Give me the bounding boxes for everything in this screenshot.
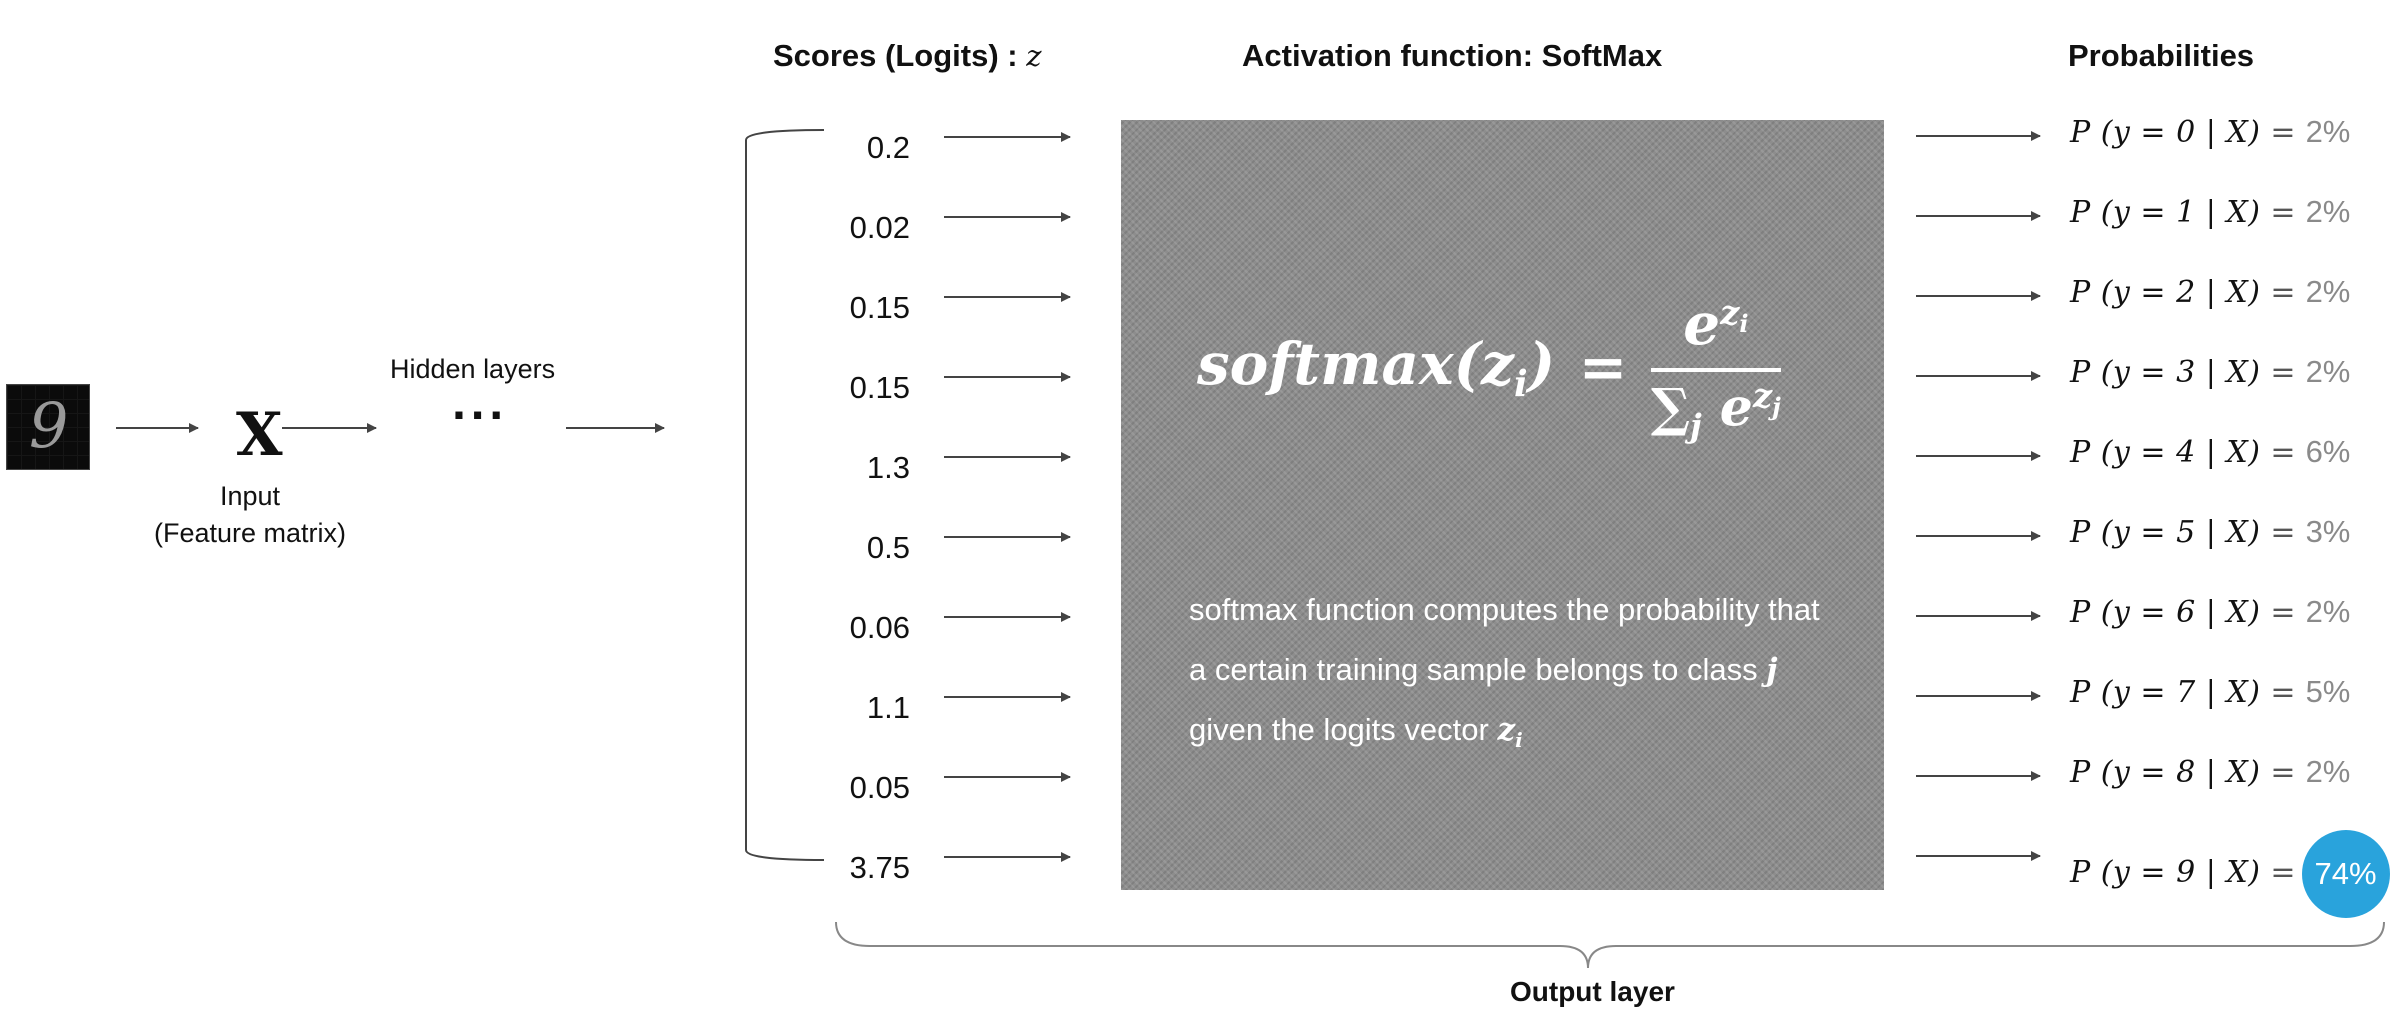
formula-numerator: ezi [1650, 290, 1781, 372]
probability-row: P (y = 7 | X) = 5% [2070, 674, 2390, 714]
probability-row: P (y = 4 | X) = 6% [2070, 434, 2390, 474]
formula-denominator: ∑j ezj [1651, 372, 1781, 445]
probability-equals: = [2270, 115, 2296, 150]
scores-header-var: z [1026, 39, 1042, 73]
digit-glyph: 9 [29, 389, 69, 462]
probability-row: P (y = 2 | X) = 2% [2070, 274, 2390, 314]
probability-equals: = [2270, 195, 2296, 230]
desc-var-z: zi [1497, 712, 1522, 752]
logit-value: 0.06 [849, 610, 910, 645]
desc-part2: given the logits vector [1189, 712, 1498, 747]
probability-value: 2% [2305, 354, 2351, 389]
desc-var-z-sub: i [1515, 728, 1523, 753]
output-layer-label: Output layer [1510, 976, 1675, 1007]
probability-value: 2% [2305, 594, 2351, 629]
probability-value: 2% [2305, 114, 2351, 149]
probability-row: P (y = 1 | X) = 2% [2070, 194, 2390, 234]
logit-value: 1.3 [866, 450, 910, 485]
logit-arrows [944, 132, 1071, 862]
probability-expression: P (y = 6 | X) [2070, 595, 2261, 630]
probability-expression: P (y = 5 | X) [2070, 515, 2261, 550]
hidden-layers-label: Hidden layers [390, 354, 556, 384]
probability-expression: P (y = 2 | X) [2070, 275, 2261, 310]
probability-value: 2% [2305, 274, 2351, 309]
denominator-sub: j [1772, 391, 1781, 421]
denominator-sum-sub: j [1690, 406, 1702, 445]
probability-row: P (y = 8 | X) = 2% [2070, 754, 2390, 794]
probability-equals: = [2270, 435, 2296, 470]
probability-expression: P (y = 3 | X) [2070, 355, 2261, 390]
probability-value: 2% [2305, 754, 2351, 789]
probability-arrows [1916, 131, 2041, 861]
formula-lhs: softmax(zi) [1197, 329, 1556, 406]
probability-row: P (y = 5 | X) = 3% [2070, 514, 2390, 554]
probability-equals: = [2270, 275, 2296, 310]
formula-lhs-text: softmax(z [1197, 329, 1514, 398]
logits-bracket [745, 129, 825, 861]
softmax-activation-box: softmax(zi) = ezi ∑j ezj softmax functio… [1121, 120, 1884, 890]
formula-equals: = [1578, 333, 1628, 402]
input-label-line1: Input [219, 481, 281, 511]
image-grid [7, 385, 89, 469]
feature-matrix-symbol: X [236, 400, 283, 470]
mnist-digit-image: 9 [6, 384, 90, 470]
desc-var-j: j [1766, 652, 1778, 688]
probability-value: 5% [2305, 674, 2351, 709]
formula-fraction: ezi ∑j ezj [1650, 290, 1781, 445]
numerator-sup: z [1720, 292, 1740, 333]
logit-value: 0.5 [866, 530, 910, 565]
probabilities-header: Probabilities [2068, 38, 2255, 73]
logit-value: 1.1 [866, 690, 910, 725]
probability-value: 2% [2305, 194, 2351, 229]
logit-value: 0.15 [849, 290, 910, 325]
input-label: Input (Feature matrix) [100, 478, 400, 552]
hidden-layers-ellipsis: ··· [452, 387, 508, 443]
output-layer-brace [835, 921, 2385, 969]
softmax-description: softmax function computes the probabilit… [1189, 580, 1829, 770]
softmax-formula: softmax(zi) = ezi ∑j ezj [1197, 290, 1781, 445]
probability-expression: P (y = 7 | X) [2070, 675, 2261, 710]
probability-expression: P (y = 1 | X) [2070, 195, 2261, 230]
denominator-sup: z [1752, 376, 1773, 416]
probability-expression: P (y = 4 | X) [2070, 435, 2261, 470]
probability-row: P (y = 3 | X) = 2% [2070, 354, 2390, 394]
logit-value: 0.2 [866, 130, 910, 165]
probability-row: P (y = 9 | X) = 74% [2070, 830, 2390, 918]
probability-expression: P (y = 8 | X) [2070, 755, 2261, 790]
probability-equals: = [2270, 595, 2296, 630]
logit-value: 0.05 [849, 770, 910, 805]
denominator-sum: ∑ [1650, 377, 1691, 439]
numerator-sub: i [1739, 308, 1749, 338]
numerator-base: e [1683, 290, 1721, 358]
probability-value: 6% [2305, 434, 2351, 469]
scores-header: Scores (Logits) : z [773, 38, 1041, 74]
probability-equals: = [2270, 755, 2296, 790]
activation-header: Activation function: SoftMax [1242, 38, 1663, 73]
probability-row: P (y = 0 | X) = 2% [2070, 114, 2390, 154]
probability-equals: = [2270, 355, 2296, 390]
probability-equals: = [2270, 675, 2296, 710]
probability-equals: = [2270, 855, 2296, 891]
desc-part1: softmax function computes the probabilit… [1189, 592, 1820, 687]
probability-expression: P (y = 0 | X) [2070, 115, 2261, 150]
probability-value: 3% [2305, 514, 2351, 549]
logit-value: 3.75 [849, 850, 910, 885]
desc-var-z-base: z [1497, 712, 1516, 748]
probability-row: P (y = 6 | X) = 2% [2070, 594, 2390, 634]
formula-lhs-close: ) [1527, 329, 1556, 398]
input-label-line2: (Feature matrix) [153, 518, 347, 548]
denominator-base: e [1719, 377, 1753, 439]
logit-value: 0.15 [849, 370, 910, 405]
probability-equals: = [2270, 515, 2296, 550]
denominator-exponent: zj [1752, 376, 1781, 421]
scores-header-text: Scores (Logits) : [773, 38, 1027, 73]
logit-value: 0.02 [849, 210, 910, 245]
probability-expression: P (y = 9 | X) [2070, 855, 2261, 891]
highlighted-probability-value: 74% [2301, 830, 2390, 918]
formula-lhs-sub: i [1514, 363, 1528, 406]
numerator-exponent: zi [1720, 292, 1748, 338]
